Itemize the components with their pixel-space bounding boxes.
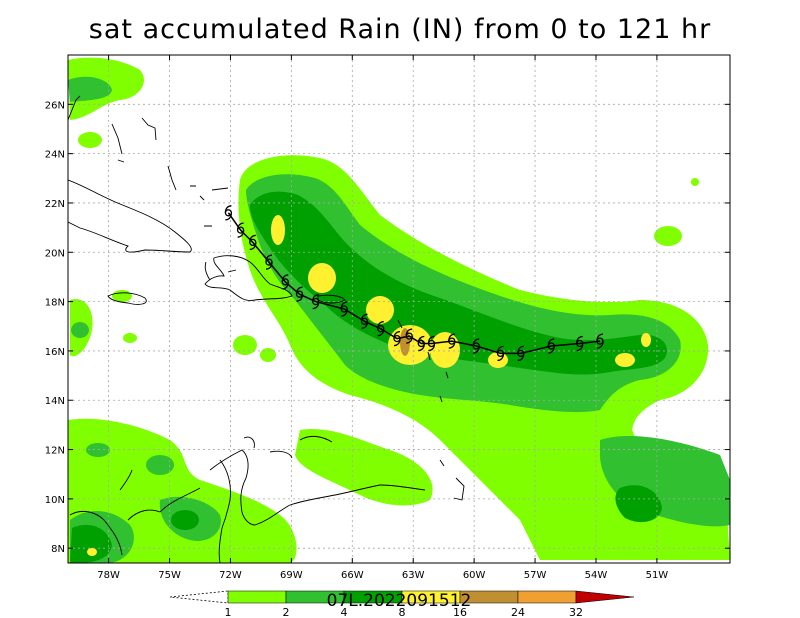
hurricane-symbol-icon xyxy=(472,338,480,354)
track-line xyxy=(227,212,601,355)
colorbar-level-label: 1 xyxy=(225,606,232,618)
tick-label-lat: 22N xyxy=(45,199,65,210)
rain-region-medium xyxy=(146,455,174,475)
tick-label-lon: 60W xyxy=(463,570,486,581)
hurricane-symbol-icon xyxy=(377,321,385,337)
tick-label-lon: 72W xyxy=(219,570,242,581)
hurricane-symbol-icon xyxy=(360,313,369,329)
colorbar-segment xyxy=(227,590,287,604)
rain-region-light xyxy=(123,333,137,343)
hurricane-symbol-icon xyxy=(312,293,320,310)
hurricane-symbol-icon xyxy=(547,338,555,354)
colorbar-level-label: 24 xyxy=(511,606,525,618)
tick-label-lon: 63W xyxy=(402,570,425,581)
rain-region-yellow xyxy=(271,215,285,245)
storm-track xyxy=(224,205,604,362)
hurricane-symbol-icon xyxy=(281,274,289,290)
rain-region-yellow xyxy=(388,325,432,365)
rain-region-light xyxy=(691,178,699,186)
coastline-hispaniola xyxy=(204,255,293,301)
rain-region-light xyxy=(78,132,102,148)
rain-region-yellow xyxy=(641,333,651,347)
tick-label-lon: 51W xyxy=(646,570,669,581)
axis-ticks: 78W 75W 72W 69W 66W 63W 60W 57W 54W 51W 8N 10N 12N 14… xyxy=(45,55,730,581)
hurricane-symbol-icon xyxy=(393,330,401,347)
hurricane-symbol-icon xyxy=(340,301,348,317)
tick-label-lat: 12N xyxy=(45,446,65,457)
rain-region-yellow xyxy=(615,353,635,367)
colorbar-segment-over xyxy=(575,590,635,604)
tick-label-lon: 75W xyxy=(158,570,181,581)
hurricane-symbol-icon xyxy=(496,345,505,362)
rain-region-yellow xyxy=(430,332,460,368)
rain-region-light xyxy=(654,226,682,246)
tick-label-lon: 57W xyxy=(524,570,547,581)
rain-region-dark xyxy=(615,485,662,523)
coastline-puerto-rico xyxy=(317,294,346,304)
rain-region-medium xyxy=(68,76,112,102)
rain-region-yellow xyxy=(366,296,394,324)
hurricane-symbol-icon xyxy=(596,333,604,349)
coastline-jamaica xyxy=(107,292,147,305)
tick-label-lon: 78W xyxy=(97,570,120,581)
tick-label-lat: 24N xyxy=(45,150,65,161)
tick-label-lat: 26N xyxy=(45,100,65,111)
coastline-cuba xyxy=(68,179,192,253)
tick-label-lat: 10N xyxy=(45,495,65,506)
hurricane-symbol-icon xyxy=(576,335,584,352)
tick-label-lat: 8N xyxy=(51,544,65,555)
rain-region-tan xyxy=(400,328,410,356)
colorbar-level-label: 16 xyxy=(453,606,467,618)
rain-region-medium xyxy=(71,322,89,338)
chart-title: sat accumulated Rain (IN) from 0 to 121 … xyxy=(88,14,712,45)
rain-region-yellow xyxy=(87,548,97,556)
hurricane-symbol-icon xyxy=(405,328,413,344)
tick-label-lat: 16N xyxy=(45,347,65,358)
coastline-bahamas xyxy=(68,95,229,227)
rain-region-light xyxy=(295,429,433,506)
colorbar-level-label: 2 xyxy=(283,606,290,618)
colorbar-segment-under xyxy=(169,590,229,604)
rain-region-dark xyxy=(70,524,112,563)
colorbar-level-label: 32 xyxy=(569,606,583,618)
hurricane-symbol-icon xyxy=(517,345,525,362)
tick-label-lon: 54W xyxy=(585,570,608,581)
hurricane-symbol-icon xyxy=(448,333,456,349)
storm-id-label: 07L.2022091512 xyxy=(327,591,472,611)
tick-label-lon: 66W xyxy=(341,570,364,581)
colorbar-level-label: 8 xyxy=(399,606,406,618)
tick-label-lon: 69W xyxy=(280,570,303,581)
colorbar-segment xyxy=(517,590,577,604)
rain-region-medium xyxy=(86,443,110,457)
rain-region-light xyxy=(260,348,276,362)
hurricane-symbol-icon xyxy=(427,335,436,352)
tick-label-lat: 14N xyxy=(45,396,65,407)
rainfall-field xyxy=(68,57,730,563)
hurricane-symbol-icon xyxy=(224,205,233,221)
coastline-hispaniola-north xyxy=(204,261,237,281)
rain-region-light xyxy=(233,335,257,355)
rain-region-dark xyxy=(171,510,199,530)
hurricane-symbol-icon xyxy=(265,254,273,270)
map-frame xyxy=(67,54,731,564)
hurricane-symbol-icon xyxy=(295,286,304,302)
colorbar-level-label: 4 xyxy=(341,606,348,618)
tick-label-lat: 18N xyxy=(45,298,65,309)
coastline-south-america xyxy=(69,435,426,563)
rain-region-yellow xyxy=(308,263,336,293)
hurricane-symbol-icon xyxy=(236,222,245,238)
tick-label-lat: 20N xyxy=(45,248,65,259)
hurricane-symbol-icon xyxy=(249,234,257,251)
hurricane-symbol-icon xyxy=(417,335,425,352)
colorbar: 1 2 4 8 16 24 32 xyxy=(169,590,635,618)
coastlines xyxy=(68,95,465,563)
